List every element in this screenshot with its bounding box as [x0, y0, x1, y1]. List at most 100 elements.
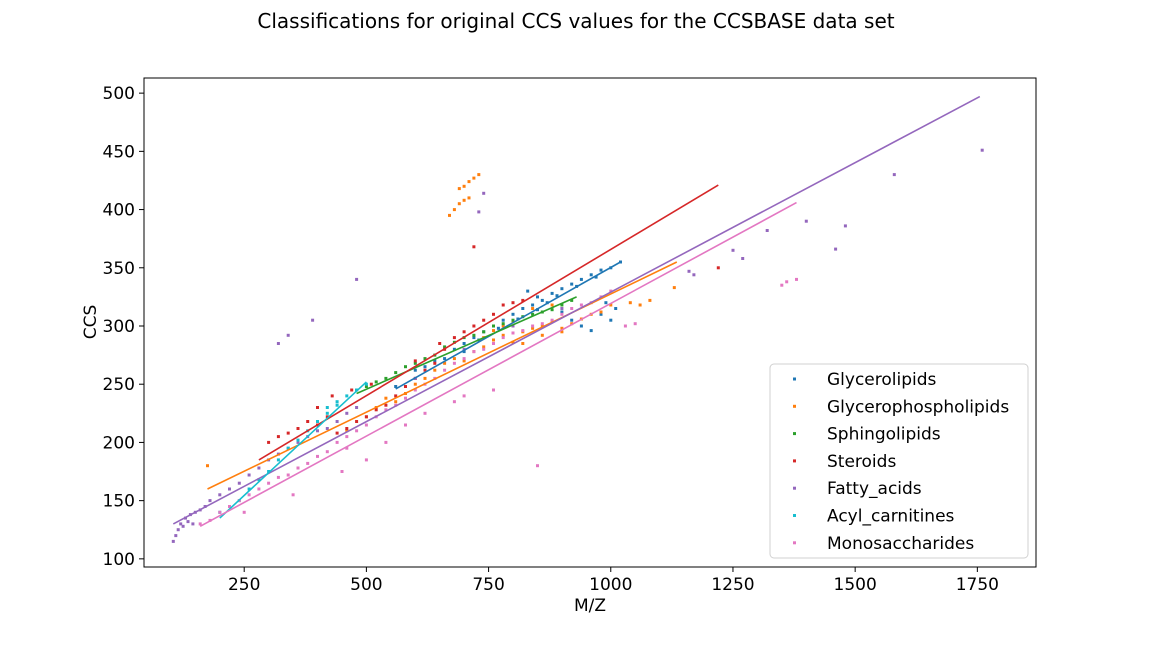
data-point	[335, 400, 339, 404]
data-point	[501, 322, 505, 326]
data-point	[672, 286, 676, 290]
y-tick-label: 200	[103, 433, 135, 453]
data-point	[785, 280, 789, 284]
data-point	[467, 196, 471, 200]
x-axis-label: M/Z	[574, 596, 606, 616]
plot-area	[171, 95, 984, 543]
legend: Glycerolipids Glycerophospholipids Sphingo…	[769, 363, 1029, 559]
data-point	[741, 257, 745, 260]
data-point	[687, 269, 691, 273]
data-point	[570, 307, 574, 310]
data-point	[276, 458, 280, 462]
data-point	[550, 291, 554, 295]
data-point	[589, 273, 593, 277]
x-tick-label: 1000	[589, 575, 632, 595]
legend-label: Glycerolipids	[827, 370, 937, 390]
data-point	[286, 446, 290, 450]
data-point	[394, 394, 398, 398]
data-point	[472, 333, 476, 337]
data-point	[404, 423, 407, 427]
legend-marker	[793, 377, 796, 381]
data-point	[462, 184, 466, 188]
data-point	[423, 365, 427, 369]
data-point	[316, 406, 319, 409]
data-point	[423, 357, 427, 361]
fit-line-glycerolipids	[395, 261, 621, 390]
data-point	[218, 510, 222, 514]
data-point	[296, 466, 300, 470]
series-monosaccharides	[198, 277, 798, 526]
data-point	[335, 420, 339, 423]
data-point	[350, 388, 354, 392]
data-point	[345, 394, 349, 398]
data-point	[492, 324, 495, 328]
data-point	[423, 368, 427, 372]
data-point	[609, 318, 613, 322]
legend-label: Acyl_carnitines	[827, 507, 955, 527]
data-point	[560, 287, 564, 291]
data-point	[462, 347, 466, 351]
data-point	[492, 312, 495, 316]
data-point	[550, 303, 554, 307]
y-tick-label: 300	[103, 317, 135, 337]
data-point	[511, 301, 515, 305]
x-tick-label: 1250	[711, 575, 754, 595]
data-point	[570, 282, 574, 286]
data-point	[247, 493, 251, 497]
series-fatty_acids	[171, 148, 984, 543]
data-point	[477, 173, 481, 177]
data-point	[384, 403, 388, 407]
data-point	[384, 376, 388, 380]
data-point	[355, 429, 359, 433]
data-point	[179, 522, 183, 526]
data-point	[186, 520, 190, 524]
data-point	[521, 342, 525, 345]
data-point	[570, 298, 574, 302]
legend-marker	[793, 514, 796, 517]
data-point	[443, 345, 447, 349]
data-point	[540, 324, 544, 328]
data-point	[531, 303, 535, 307]
data-point	[374, 408, 378, 412]
data-point	[540, 322, 544, 326]
data-point	[555, 294, 559, 298]
data-point	[638, 303, 642, 307]
data-point	[286, 473, 290, 477]
data-point	[247, 473, 251, 477]
data-point	[492, 329, 495, 333]
legend-marker	[793, 541, 796, 545]
data-point	[206, 464, 209, 468]
data-point	[325, 415, 329, 419]
data-point	[570, 318, 574, 322]
data-point	[550, 318, 554, 322]
data-point	[452, 400, 456, 404]
data-point	[237, 481, 241, 485]
data-point	[247, 487, 251, 491]
data-point	[433, 368, 437, 372]
data-point	[501, 336, 505, 340]
data-point	[306, 461, 310, 465]
data-point	[804, 219, 808, 223]
data-point	[477, 210, 481, 214]
data-point	[462, 330, 466, 334]
data-point	[843, 224, 847, 228]
data-point	[208, 499, 212, 503]
data-point	[394, 371, 398, 375]
data-point	[171, 539, 175, 543]
data-point	[452, 347, 456, 351]
data-point	[511, 312, 515, 316]
x-axis: 250 500 750 1000 1250 1500 1750	[228, 567, 999, 595]
data-point	[501, 333, 505, 337]
data-point	[438, 342, 442, 345]
data-point	[501, 303, 505, 307]
data-point	[482, 318, 486, 322]
y-tick-label: 150	[103, 492, 135, 512]
data-point	[834, 247, 838, 251]
data-point	[191, 522, 195, 526]
data-point	[276, 435, 280, 439]
fit-line-sphingolipids	[356, 296, 577, 395]
data-point	[521, 329, 525, 333]
data-point	[609, 303, 613, 307]
data-point	[218, 493, 222, 497]
data-point	[467, 180, 471, 184]
